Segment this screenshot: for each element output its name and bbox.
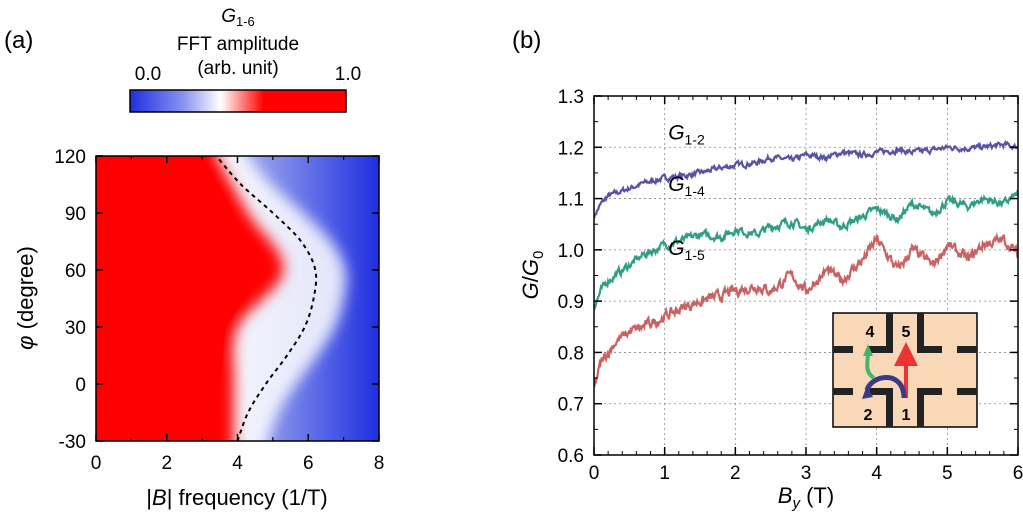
line-grid [594, 96, 1018, 455]
heatmap-y-tick-label: 0 [75, 375, 86, 396]
line-x-tick-label: 2 [730, 463, 741, 484]
line-y-tick-label: 1.3 [558, 87, 584, 108]
heatmap-ylabel: φ (degree) [13, 246, 38, 350]
inset-gates [833, 313, 977, 427]
line-series [594, 139, 1018, 388]
line-y-tick-label: 0.6 [558, 446, 584, 467]
colorbar-min-label: 0.0 [135, 64, 161, 85]
inset-terminal-label: 1 [902, 407, 911, 424]
series-labels: G1-2 G1-4 G1-5 [668, 122, 705, 263]
heatmap-x-tick-label: 8 [374, 453, 385, 474]
inset-blue-arrow [864, 375, 907, 399]
panel-a-label: (a) [4, 27, 33, 54]
heatmap [96, 156, 379, 441]
series-line-1-5 [594, 232, 1018, 388]
inset-terminal-label: 2 [864, 407, 873, 424]
line-x-tick-label: 6 [1013, 463, 1023, 484]
line-y-tick-label: 1.1 [558, 190, 584, 211]
line-y-tick-label: 0.7 [558, 395, 584, 416]
heatmap-x-tick-label: 4 [232, 453, 243, 474]
line-y-tick-label: 0.8 [558, 343, 584, 364]
heatmap-x-tick-label: 6 [303, 453, 314, 474]
inset-terminal-label: 5 [902, 324, 911, 341]
line-ticks: 0 1 2 3 4 5 6 0.6 0.7 0.8 0.9 1.0 1.1 1.2 1.3 [558, 87, 1023, 484]
line-y-tick-label: 0.9 [558, 292, 584, 313]
boundary-dashed-curve [215, 156, 318, 441]
colorbar-title-subscript: 1-6 [236, 14, 255, 29]
inset-terminal-label: 4 [866, 324, 875, 341]
heatmap-y-tick-label: 90 [65, 204, 86, 225]
colorbar [129, 89, 347, 113]
heatmap-y-tick-label: 30 [65, 318, 86, 339]
line-x-tick-label: 4 [871, 463, 882, 484]
heatmap-x-tick-label: 2 [161, 453, 172, 474]
series-label-1-4: G1-4 [668, 173, 705, 199]
series-line-1-4 [594, 189, 1018, 310]
inset-blue-arrowhead [862, 385, 873, 399]
series-label-1-5: G1-5 [668, 237, 705, 263]
line-x-tick-label: 3 [801, 463, 812, 484]
colorbar-title: G1-6 [221, 6, 255, 29]
colorbar-title-line3: (arb. unit) [197, 58, 278, 79]
inset-green-arrowhead [863, 344, 873, 356]
colorbar-title-line2: FFT amplitude [177, 34, 299, 55]
colorbar-max-label: 1.0 [335, 64, 361, 85]
line-xlabel: By (T) [778, 483, 834, 512]
line-ylabel: G/G0 [518, 251, 547, 300]
heatmap-y-tick-label: 60 [65, 261, 86, 282]
colorbar-title-symbol: G [221, 6, 236, 27]
heatmap-y-tick-label: 120 [54, 147, 86, 168]
series-label-1-2: G1-2 [668, 122, 705, 148]
inset-device-schematic: 4 5 2 1 [832, 312, 978, 428]
line-y-tick-label: 1.0 [558, 241, 584, 262]
heatmap-y-tick-label: -30 [59, 432, 86, 453]
heatmap-xlabel: |B| frequency (1/T) [146, 485, 327, 510]
line-x-tick-label: 0 [589, 463, 600, 484]
line-y-tick-label: 1.2 [558, 138, 584, 159]
line-x-tick-label: 5 [942, 463, 953, 484]
line-x-tick-label: 1 [659, 463, 670, 484]
heatmap-x-tick-label: 0 [91, 453, 102, 474]
series-line-1-2 [594, 139, 1018, 219]
heatmap-high-core [96, 156, 266, 441]
panel-b-label: (b) [512, 27, 541, 54]
